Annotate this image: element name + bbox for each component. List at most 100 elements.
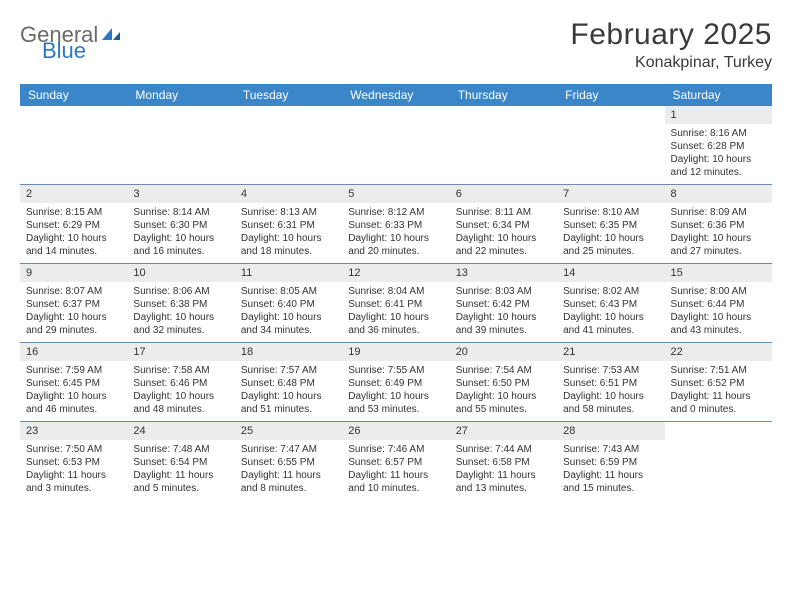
day-number: 3 [127, 185, 234, 203]
day-cell [20, 106, 127, 184]
sunrise-text: Sunrise: 8:16 AM [671, 127, 766, 140]
day-number: 15 [665, 264, 772, 282]
weekday-header-row: Sunday Monday Tuesday Wednesday Thursday… [20, 84, 772, 106]
daylight-text: Daylight: 10 hours and 53 minutes. [348, 390, 443, 416]
sunrise-text: Sunrise: 8:03 AM [456, 285, 551, 298]
day-body: Sunrise: 7:43 AMSunset: 6:59 PMDaylight:… [557, 440, 664, 499]
sunrise-text: Sunrise: 7:55 AM [348, 364, 443, 377]
day-number: 23 [20, 422, 127, 440]
sunset-text: Sunset: 6:55 PM [241, 456, 336, 469]
sunrise-text: Sunrise: 7:51 AM [671, 364, 766, 377]
day-number [665, 422, 772, 440]
day-cell [342, 106, 449, 184]
day-number: 10 [127, 264, 234, 282]
day-body: Sunrise: 7:58 AMSunset: 6:46 PMDaylight:… [127, 361, 234, 420]
sunset-text: Sunset: 6:31 PM [241, 219, 336, 232]
daylight-text: Daylight: 10 hours and 22 minutes. [456, 232, 551, 258]
sunset-text: Sunset: 6:52 PM [671, 377, 766, 390]
sunset-text: Sunset: 6:29 PM [26, 219, 121, 232]
day-body: Sunrise: 7:55 AMSunset: 6:49 PMDaylight:… [342, 361, 449, 420]
sunset-text: Sunset: 6:43 PM [563, 298, 658, 311]
day-cell: 28Sunrise: 7:43 AMSunset: 6:59 PMDayligh… [557, 422, 664, 500]
day-number: 17 [127, 343, 234, 361]
sunset-text: Sunset: 6:42 PM [456, 298, 551, 311]
day-cell [665, 422, 772, 500]
day-number [20, 106, 127, 124]
sail-icon [100, 22, 122, 47]
brand-blue: Blue [42, 38, 86, 63]
day-number: 13 [450, 264, 557, 282]
sunset-text: Sunset: 6:28 PM [671, 140, 766, 153]
day-number [127, 106, 234, 124]
day-body: Sunrise: 8:16 AMSunset: 6:28 PMDaylight:… [665, 124, 772, 183]
weekday-header: Sunday [20, 84, 127, 106]
daylight-text: Daylight: 10 hours and 34 minutes. [241, 311, 336, 337]
daylight-text: Daylight: 10 hours and 51 minutes. [241, 390, 336, 416]
day-body: Sunrise: 7:47 AMSunset: 6:55 PMDaylight:… [235, 440, 342, 499]
sunrise-text: Sunrise: 8:15 AM [26, 206, 121, 219]
day-body: Sunrise: 8:06 AMSunset: 6:38 PMDaylight:… [127, 282, 234, 341]
sunset-text: Sunset: 6:54 PM [133, 456, 228, 469]
sunrise-text: Sunrise: 8:06 AM [133, 285, 228, 298]
sunset-text: Sunset: 6:33 PM [348, 219, 443, 232]
day-cell: 23Sunrise: 7:50 AMSunset: 6:53 PMDayligh… [20, 422, 127, 500]
sunrise-text: Sunrise: 7:53 AM [563, 364, 658, 377]
day-cell: 15Sunrise: 8:00 AMSunset: 6:44 PMDayligh… [665, 264, 772, 342]
sunset-text: Sunset: 6:46 PM [133, 377, 228, 390]
brand-logo: General Blue [20, 18, 122, 62]
day-cell: 2Sunrise: 8:15 AMSunset: 6:29 PMDaylight… [20, 185, 127, 263]
day-number: 6 [450, 185, 557, 203]
daylight-text: Daylight: 10 hours and 14 minutes. [26, 232, 121, 258]
sunset-text: Sunset: 6:35 PM [563, 219, 658, 232]
sunset-text: Sunset: 6:38 PM [133, 298, 228, 311]
sunset-text: Sunset: 6:49 PM [348, 377, 443, 390]
day-cell [235, 106, 342, 184]
sunrise-text: Sunrise: 7:47 AM [241, 443, 336, 456]
sunrise-text: Sunrise: 7:54 AM [456, 364, 551, 377]
day-cell: 16Sunrise: 7:59 AMSunset: 6:45 PMDayligh… [20, 343, 127, 421]
daylight-text: Daylight: 10 hours and 29 minutes. [26, 311, 121, 337]
day-body: Sunrise: 7:46 AMSunset: 6:57 PMDaylight:… [342, 440, 449, 499]
day-body: Sunrise: 7:50 AMSunset: 6:53 PMDaylight:… [20, 440, 127, 499]
day-body: Sunrise: 8:10 AMSunset: 6:35 PMDaylight:… [557, 203, 664, 262]
day-number: 27 [450, 422, 557, 440]
day-number: 11 [235, 264, 342, 282]
sunset-text: Sunset: 6:53 PM [26, 456, 121, 469]
day-body: Sunrise: 8:05 AMSunset: 6:40 PMDaylight:… [235, 282, 342, 341]
day-number: 20 [450, 343, 557, 361]
day-cell: 4Sunrise: 8:13 AMSunset: 6:31 PMDaylight… [235, 185, 342, 263]
day-body: Sunrise: 7:51 AMSunset: 6:52 PMDaylight:… [665, 361, 772, 420]
day-body: Sunrise: 7:54 AMSunset: 6:50 PMDaylight:… [450, 361, 557, 420]
day-cell: 19Sunrise: 7:55 AMSunset: 6:49 PMDayligh… [342, 343, 449, 421]
day-number: 26 [342, 422, 449, 440]
day-cell: 17Sunrise: 7:58 AMSunset: 6:46 PMDayligh… [127, 343, 234, 421]
day-cell: 18Sunrise: 7:57 AMSunset: 6:48 PMDayligh… [235, 343, 342, 421]
day-body: Sunrise: 8:15 AMSunset: 6:29 PMDaylight:… [20, 203, 127, 262]
day-body: Sunrise: 8:11 AMSunset: 6:34 PMDaylight:… [450, 203, 557, 262]
day-cell: 21Sunrise: 7:53 AMSunset: 6:51 PMDayligh… [557, 343, 664, 421]
day-body: Sunrise: 7:48 AMSunset: 6:54 PMDaylight:… [127, 440, 234, 499]
day-body: Sunrise: 7:53 AMSunset: 6:51 PMDaylight:… [557, 361, 664, 420]
sunrise-text: Sunrise: 8:12 AM [348, 206, 443, 219]
day-number: 19 [342, 343, 449, 361]
day-number [342, 106, 449, 124]
day-number: 7 [557, 185, 664, 203]
sunset-text: Sunset: 6:59 PM [563, 456, 658, 469]
day-cell: 5Sunrise: 8:12 AMSunset: 6:33 PMDaylight… [342, 185, 449, 263]
daylight-text: Daylight: 10 hours and 12 minutes. [671, 153, 766, 179]
day-number: 8 [665, 185, 772, 203]
sunset-text: Sunset: 6:57 PM [348, 456, 443, 469]
sunset-text: Sunset: 6:51 PM [563, 377, 658, 390]
sunrise-text: Sunrise: 8:02 AM [563, 285, 658, 298]
weeks-container: 1Sunrise: 8:16 AMSunset: 6:28 PMDaylight… [20, 106, 772, 500]
day-cell: 11Sunrise: 8:05 AMSunset: 6:40 PMDayligh… [235, 264, 342, 342]
day-number: 25 [235, 422, 342, 440]
daylight-text: Daylight: 11 hours and 3 minutes. [26, 469, 121, 495]
day-number: 1 [665, 106, 772, 124]
day-cell: 27Sunrise: 7:44 AMSunset: 6:58 PMDayligh… [450, 422, 557, 500]
sunset-text: Sunset: 6:30 PM [133, 219, 228, 232]
day-number: 22 [665, 343, 772, 361]
daylight-text: Daylight: 10 hours and 58 minutes. [563, 390, 658, 416]
day-cell: 12Sunrise: 8:04 AMSunset: 6:41 PMDayligh… [342, 264, 449, 342]
calendar-grid: Sunday Monday Tuesday Wednesday Thursday… [20, 84, 772, 500]
